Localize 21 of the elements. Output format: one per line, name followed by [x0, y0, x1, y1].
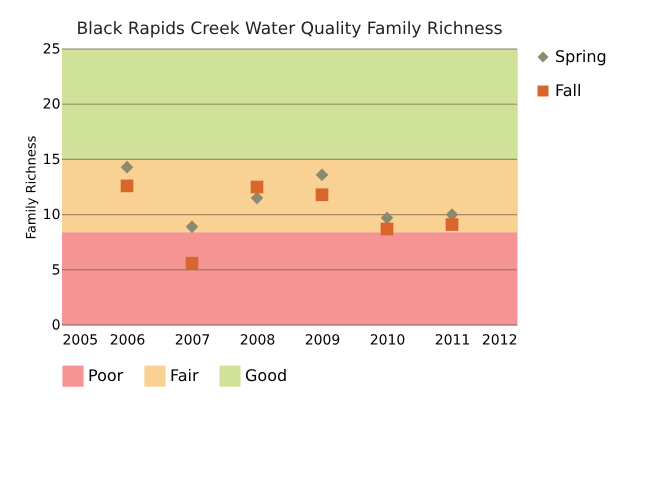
legend-label: Fair: [170, 366, 199, 386]
y-tick-label: 5: [52, 262, 60, 278]
x-tick-label: 2012: [482, 332, 518, 348]
x-tick-label: 2009: [304, 332, 340, 348]
x-tick-label: 2007: [174, 332, 210, 348]
y-tick-label: 0: [52, 318, 60, 334]
x-tick-label: 2006: [110, 332, 146, 348]
y-tick-label: 25: [42, 42, 60, 58]
y-tick-label: 10: [42, 207, 60, 224]
x-tick-label: 2010: [370, 332, 406, 348]
y-tick-label: 20: [42, 96, 60, 113]
legend-label: Good: [245, 366, 288, 386]
y-axis-title: Family Richness: [24, 135, 40, 240]
legend-label: Poor: [88, 366, 124, 386]
x-tick-label: 2008: [240, 332, 276, 348]
x-tick-label: 2005: [62, 332, 98, 348]
legend-label: Fall: [555, 81, 582, 100]
y-tick-label: 15: [42, 152, 60, 168]
legend-label: Spring: [555, 47, 607, 66]
chart-title: Black Rapids Creek Water Quality Family Richness: [76, 19, 503, 39]
x-tick-label: 2011: [434, 332, 470, 348]
